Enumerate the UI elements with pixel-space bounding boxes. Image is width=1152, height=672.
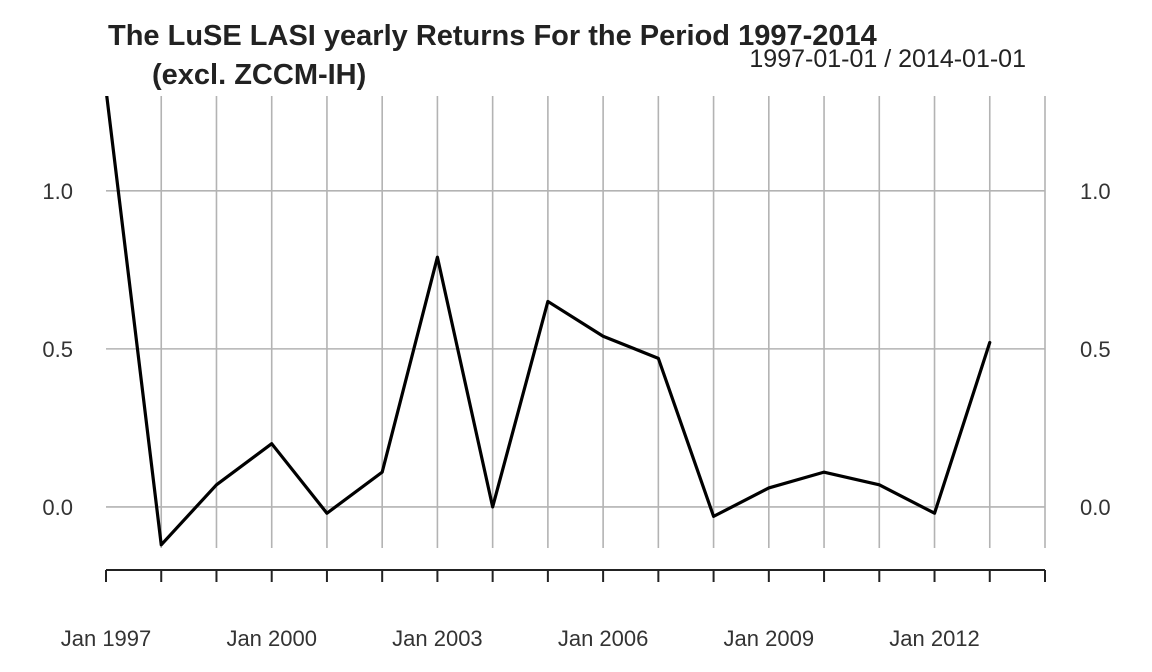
date-range-label: 1997-01-01 / 2014-01-01: [749, 45, 1026, 73]
chart-title: The LuSE LASI yearly Returns For the Per…: [108, 20, 877, 91]
x-axis: Jan 1997 Jan 2000 Jan 2003 Jan 2006 Jan 2009…: [61, 569, 1046, 651]
grid: [106, 96, 1046, 548]
y-tick-label-right: 0.0: [1080, 495, 1111, 520]
y-tick-label-left: 0.5: [42, 337, 73, 362]
y-tick-label-right: 1.0: [1080, 179, 1111, 204]
chart-title-line-2: (excl. ZCCM-IH): [152, 59, 366, 91]
y-tick-label-left: 0.0: [42, 495, 73, 520]
y-axis-labels-right: 0.0 0.5 1.0: [1080, 179, 1111, 520]
x-tick-label: Jan 1997: [61, 626, 152, 651]
y-tick-label-right: 0.5: [1080, 337, 1111, 362]
x-tick-label: Jan 2000: [226, 626, 317, 651]
series-line: [105, 96, 992, 547]
y-axis-labels-left: 0.0 0.5 1.0: [42, 179, 73, 520]
x-tick-label: Jan 2012: [889, 626, 980, 651]
y-tick-label-left: 1.0: [42, 179, 73, 204]
series: [105, 96, 992, 547]
x-tick-label: Jan 2006: [558, 626, 649, 651]
x-tick-label: Jan 2003: [392, 626, 483, 651]
x-tick-label: Jan 2009: [724, 626, 815, 651]
chart-title-line-1: The LuSE LASI yearly Returns For the Per…: [108, 20, 877, 52]
